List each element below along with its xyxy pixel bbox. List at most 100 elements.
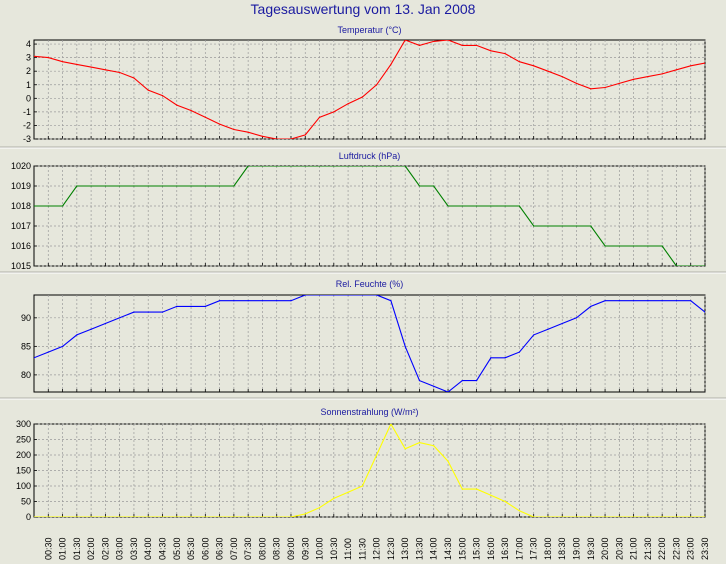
x-tick-label: 13:00 [400,537,410,560]
x-tick-label: 08:30 [272,537,282,560]
data-point [547,328,549,330]
y-tick-label: 1017 [11,221,31,231]
data-point [475,379,478,382]
panel-title: Sonnenstrahlung (W/m²) [320,407,418,417]
data-point [418,44,421,47]
data-point [604,86,606,89]
data-point [204,305,206,308]
data-point [304,513,306,515]
data-point [661,516,663,517]
y-tick-label: 2 [26,66,31,76]
data-point [133,185,135,187]
data-point [47,516,49,517]
data-point [661,245,663,247]
data-point [418,442,421,444]
data-point [290,138,292,139]
x-tick-label: 07:30 [243,537,253,560]
data-point [233,516,235,517]
data-point [604,516,606,517]
data-point [161,95,164,97]
x-tick-label: 03:30 [129,537,139,560]
series-line [34,295,705,392]
data-point [490,494,492,496]
plot-area [33,39,706,140]
data-point [161,311,164,313]
data-point [390,300,392,302]
y-tick-label: 0 [26,512,31,522]
data-point [76,334,78,336]
data-point [190,305,192,308]
data-point [261,300,264,302]
data-point [647,516,649,517]
y-tick-label: 50 [21,497,31,507]
y-tick-label: 100 [16,481,31,491]
data-point [590,305,592,308]
y-tick-label: 80 [21,370,31,380]
x-tick-label: 14:00 [429,537,439,560]
x-tick-label: 17:30 [529,537,539,560]
data-point [304,134,306,136]
x-tick-label: 15:30 [472,537,482,560]
data-point [633,300,635,302]
data-point [361,166,363,167]
series-line [34,40,705,139]
data-point [176,305,178,308]
x-tick-label: 06:30 [215,537,225,560]
x-tick-label: 09:30 [300,537,310,560]
data-point [76,185,78,187]
data-point [533,225,535,227]
data-point [133,77,135,79]
data-point [347,103,349,105]
data-point [590,225,592,227]
data-point [618,245,620,247]
data-point [433,185,435,187]
x-tick-label: 05:00 [172,537,182,560]
data-point [347,491,349,493]
data-point [404,345,406,347]
data-point [504,357,506,359]
x-tick-label: 05:30 [186,537,196,560]
data-point [704,62,705,64]
data-point [647,300,649,302]
data-point [418,185,421,187]
data-point [318,295,321,296]
data-point [447,391,449,392]
data-point [575,516,578,517]
x-tick-label: 19:30 [586,537,596,560]
x-tick-label: 08:00 [257,537,267,560]
y-tick-label: 250 [16,435,31,445]
x-tick-label: 07:00 [229,537,239,560]
data-point [475,205,478,207]
y-tick-label: 1018 [11,201,31,211]
y-tick-label: 150 [16,466,31,476]
data-point [704,311,705,313]
data-point [119,71,121,74]
data-point [518,351,521,353]
data-point [318,166,321,167]
data-point [475,488,478,490]
x-tick-label: 20:00 [600,537,610,560]
y-tick-label: 300 [16,419,31,429]
x-tick-label: 20:30 [614,537,624,560]
data-point [361,96,363,98]
x-tick-label: 01:30 [72,537,82,560]
x-tick-label: 02:00 [86,537,96,560]
data-point [690,65,692,67]
data-point [604,300,606,302]
data-point [261,166,264,167]
data-point [318,507,321,509]
panel-1: Temperatur (°C) 4 3 2 1 0 -1 -2 -3 [0,25,726,149]
data-point [133,516,135,517]
x-tick-label: 16:00 [486,537,496,560]
data-point [147,311,149,313]
data-point [547,70,549,72]
plot-area [33,165,706,267]
panel-title: Rel. Feuchte (%) [336,279,404,289]
x-tick-label: 21:00 [629,537,639,560]
data-point [133,311,135,313]
data-point [418,379,421,382]
data-point [475,44,478,47]
data-point [433,445,435,447]
data-point [361,485,363,487]
data-point [704,265,705,266]
